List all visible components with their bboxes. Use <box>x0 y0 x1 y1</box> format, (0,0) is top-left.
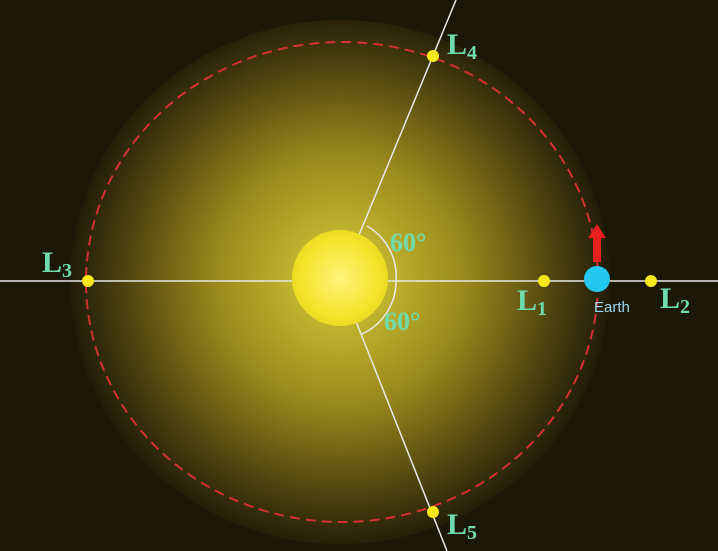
l1-label: L1 <box>517 284 547 320</box>
letter: L <box>42 246 62 279</box>
subscript: 3 <box>62 260 72 282</box>
l3-point <box>82 275 94 287</box>
l4-label: L4 <box>447 28 477 64</box>
letter: L <box>517 284 537 317</box>
l4-point <box>427 50 439 62</box>
subscript: 4 <box>467 42 477 64</box>
motion-arrow <box>588 224 606 262</box>
l5-point <box>427 506 439 518</box>
letter: L <box>447 508 467 541</box>
letter: L <box>660 282 680 315</box>
angle-arc <box>366 225 397 282</box>
l3-label: L3 <box>42 246 72 282</box>
l2-point <box>645 275 657 287</box>
subscript: 1 <box>537 298 547 320</box>
subscript: 5 <box>467 522 477 544</box>
angle-label: 60° <box>390 228 426 257</box>
angle-arc <box>361 280 397 335</box>
l2-label: L2 <box>660 282 690 318</box>
angle-label: 60° <box>384 307 420 336</box>
letter: L <box>447 28 467 61</box>
l5-label: L5 <box>447 508 477 544</box>
l1-point <box>538 275 550 287</box>
l5-line <box>339 280 448 551</box>
earth <box>584 266 610 292</box>
subscript: 2 <box>680 296 690 318</box>
sun <box>292 230 388 326</box>
earth-label: Earth <box>594 299 630 316</box>
